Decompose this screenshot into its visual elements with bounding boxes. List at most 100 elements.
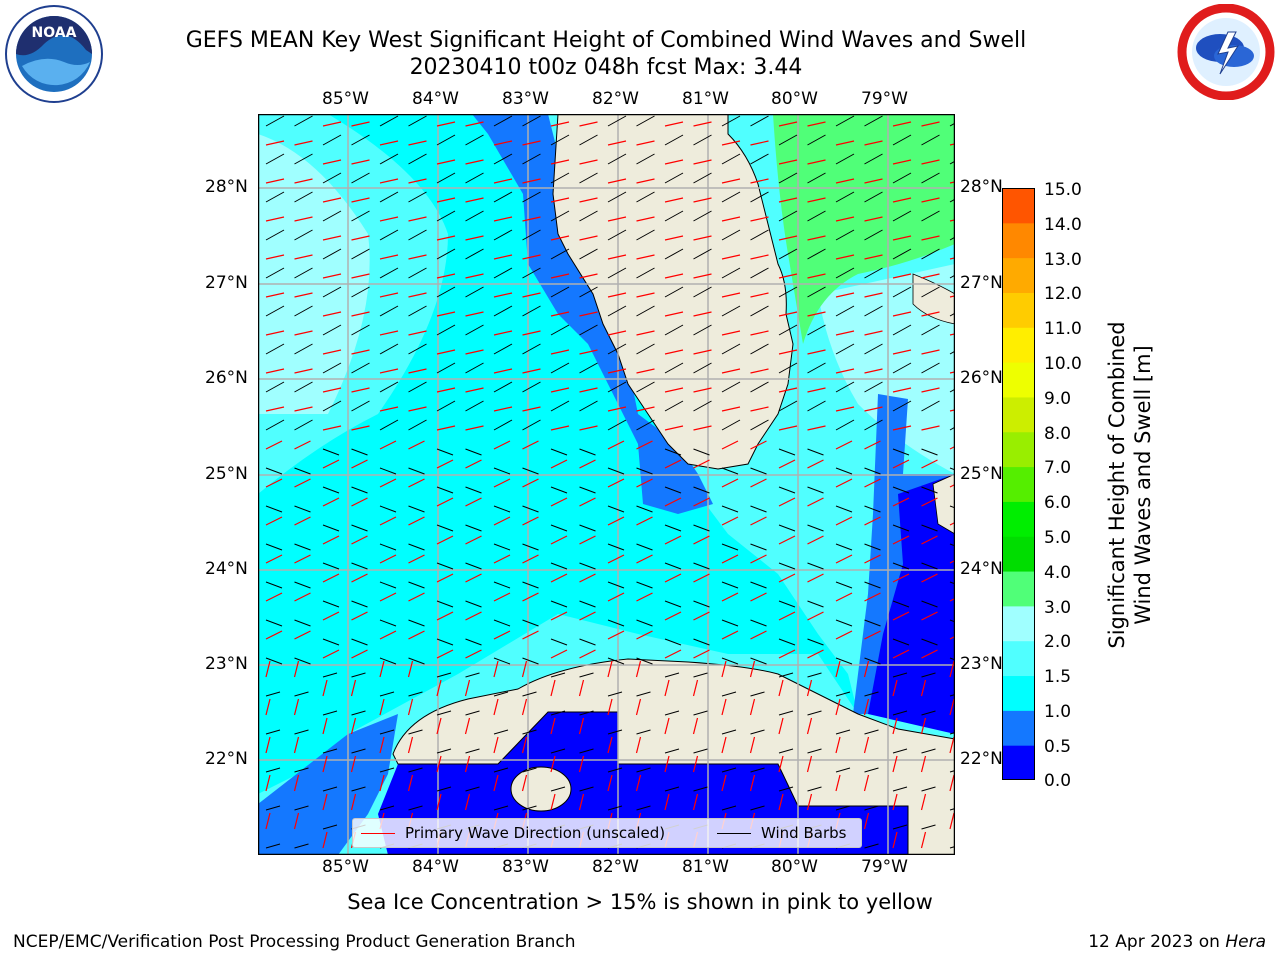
- wind-barb: [351, 748, 366, 754]
- wave-direction-arrow: [693, 459, 710, 469]
- wave-direction-arrow: [664, 497, 682, 507]
- wave-direction-arrow: [294, 368, 313, 374]
- wave-direction-arrow: [864, 406, 883, 412]
- lat-label-left: 23°N: [205, 654, 248, 674]
- wave-direction-arrow: [750, 406, 769, 412]
- wave-direction-arrow: [550, 121, 570, 127]
- wind-barb: [693, 672, 708, 678]
- wave-direction-arrow: [921, 535, 938, 545]
- wind-barb: [864, 153, 883, 165]
- wave-direction-arrow: [350, 793, 357, 811]
- wind-barb: [408, 305, 427, 317]
- wind-barb: [750, 729, 765, 735]
- wave-direction-arrow: [835, 630, 853, 640]
- wind-barb: [265, 543, 283, 551]
- wind-barb: [693, 710, 708, 716]
- wave-direction-arrow: [578, 793, 585, 811]
- wind-barb: [949, 236, 955, 241]
- wave-direction-arrow: [807, 497, 824, 507]
- wave-direction-arrow: [863, 698, 870, 716]
- wind-barb: [379, 305, 399, 317]
- wind-barb: [778, 748, 794, 754]
- wave-direction-arrow: [293, 660, 300, 678]
- chart-title-line1: GEFS MEAN Key West Significant Height of…: [185, 28, 1027, 53]
- wind-barb: [664, 486, 682, 494]
- wave-direction-arrow: [464, 793, 471, 811]
- wind-barb: [892, 324, 912, 336]
- wind-barb: [807, 362, 826, 374]
- wind-barb: [465, 562, 482, 570]
- wind-barb: [807, 486, 824, 494]
- wind-barb: [778, 638, 796, 646]
- wave-direction-arrow: [493, 292, 513, 298]
- wind-barb: [579, 524, 596, 532]
- wind-barb: [322, 448, 340, 456]
- wave-direction-arrow: [578, 755, 585, 773]
- wave-direction-arrow: [293, 736, 300, 754]
- wind-barb: [892, 562, 910, 570]
- wave-direction-arrow: [607, 554, 625, 564]
- wave-direction-arrow: [436, 611, 454, 621]
- wind-barb: [607, 691, 623, 697]
- wave-direction-arrow: [550, 649, 568, 659]
- wave-direction-arrow: [521, 774, 528, 792]
- wind-barb: [807, 324, 826, 336]
- wind-barb: [949, 350, 955, 355]
- wind-barb: [265, 267, 285, 279]
- wave-direction-arrow: [693, 649, 710, 659]
- colorbar-tick: 3.0: [1044, 598, 1072, 618]
- lat-label-right: 28°N: [960, 177, 1003, 197]
- wave-direction-arrow: [750, 330, 769, 336]
- wave-direction-arrow: [664, 755, 670, 773]
- wave-direction-arrow: [408, 592, 425, 602]
- wave-direction-arrow: [664, 235, 684, 241]
- wind-barb: [750, 343, 769, 355]
- wave-direction-arrow: [892, 573, 910, 583]
- wave-direction-arrow: [493, 216, 513, 222]
- wind-barb: [522, 267, 541, 279]
- wind-barb: [693, 400, 712, 412]
- wave-direction-arrow: [521, 736, 528, 754]
- legend-wave-label: Primary Wave Direction (unscaled): [405, 824, 666, 842]
- wave-direction-arrow: [522, 478, 539, 488]
- colorbar-tick: 14.0: [1044, 215, 1082, 235]
- wind-barb: [265, 581, 283, 589]
- wave-direction-arrow: [436, 793, 442, 811]
- wave-direction-arrow: [579, 159, 598, 165]
- wave-direction-arrow: [921, 573, 938, 583]
- wind-barb: [351, 524, 368, 532]
- wave-direction-arrow: [693, 121, 712, 127]
- wave-direction-arrow: [550, 311, 570, 317]
- wind-barb: [436, 600, 454, 608]
- wave-direction-arrow: [522, 140, 541, 146]
- wind-barb: [322, 524, 340, 532]
- wave-direction-arrow: [636, 516, 653, 526]
- wind-barb: [436, 286, 456, 298]
- wind-barb: [550, 638, 568, 646]
- wind-barb: [265, 691, 281, 697]
- wind-barb: [664, 324, 684, 336]
- wind-barb: [322, 786, 338, 792]
- wind-barb: [636, 767, 651, 773]
- bahamas-south: [932, 473, 955, 535]
- wave-direction-arrow: [436, 649, 454, 659]
- wave-direction-arrow: [607, 660, 613, 678]
- wave-direction-arrow: [379, 660, 385, 678]
- wave-direction-arrow: [465, 311, 484, 317]
- wind-barb: [921, 786, 936, 792]
- chart-title-line2: 20230410 t00z 048h fcst Max: 3.44: [409, 55, 803, 80]
- wind-barb: [949, 694, 955, 697]
- wave-direction-arrow: [407, 736, 414, 754]
- wind-barb: [607, 467, 625, 475]
- wind-barb: [750, 581, 767, 589]
- colorbar-segment: [1002, 188, 1035, 224]
- wind-barb: [579, 672, 594, 678]
- wind-barb: [892, 672, 908, 678]
- wind-barb: [379, 419, 399, 431]
- wind-barb: [322, 286, 342, 298]
- wave-direction-arrow: [892, 311, 912, 317]
- wave-direction-arrow: [294, 630, 311, 640]
- wind-barb: [664, 210, 684, 222]
- wave-direction-arrow: [351, 459, 368, 469]
- wind-barb: [294, 619, 311, 627]
